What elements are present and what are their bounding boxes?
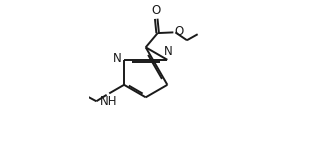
Text: N: N: [113, 52, 122, 65]
Text: O: O: [174, 25, 183, 38]
Text: O: O: [152, 4, 161, 17]
Text: NH: NH: [100, 95, 117, 108]
Text: N: N: [164, 45, 172, 58]
